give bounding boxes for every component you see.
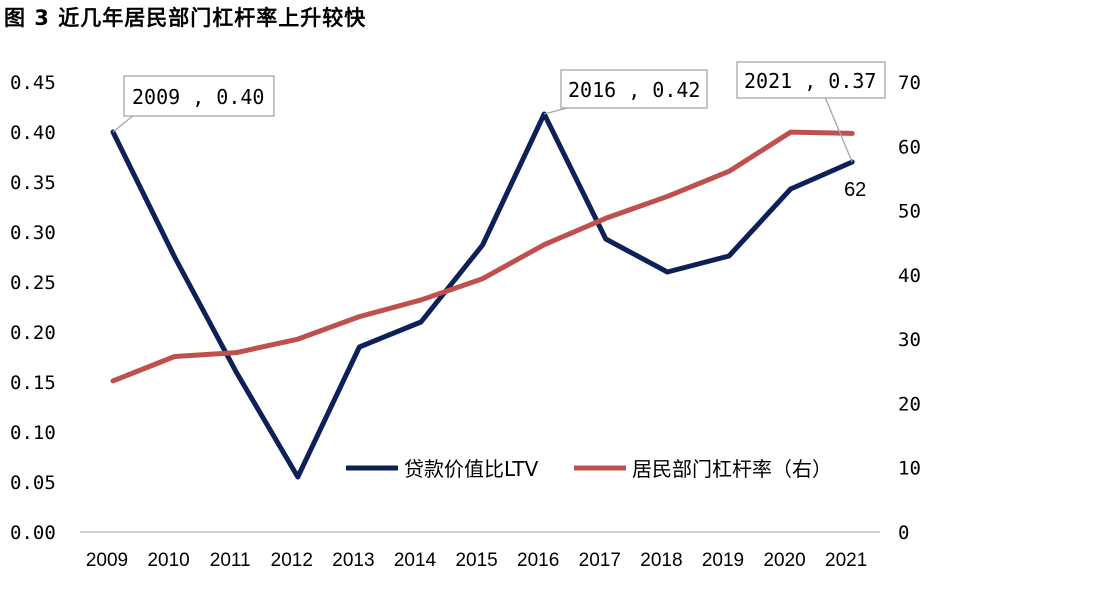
legend-label-ltv: 贷款价值比LTV xyxy=(404,457,539,481)
ltv-series-line xyxy=(110,111,855,480)
left-tick-label: 0.10 xyxy=(10,422,56,444)
callout-label: 2016 , 0.42 xyxy=(568,78,700,102)
right-tick-label: 70 xyxy=(898,72,921,94)
left-tick-label: 0.35 xyxy=(10,172,56,194)
left-tick-label: 0.00 xyxy=(10,522,56,544)
leverage-data-point xyxy=(297,338,299,340)
x-tick-label: 2014 xyxy=(394,550,437,571)
ltv-data-point xyxy=(174,256,176,258)
ltv-data-point xyxy=(666,271,668,273)
callout-leader xyxy=(824,96,853,163)
x-tick-label: 2011 xyxy=(210,550,251,571)
right-tick-label: 50 xyxy=(898,201,921,223)
x-tick-label: 2018 xyxy=(640,550,682,571)
x-tick-label: 2009 xyxy=(86,550,128,571)
callout-leader xyxy=(112,114,135,133)
leverage-data-point xyxy=(728,170,730,172)
callout-label: 2021 , 0.37 xyxy=(744,69,876,93)
left-tick-label: 0.15 xyxy=(10,372,56,394)
legend-label-leverage: 居民部门杠杆率（右） xyxy=(632,457,832,481)
x-tick-label: 2019 xyxy=(702,550,744,571)
callout-box xyxy=(123,75,275,117)
x-tick-label: 2017 xyxy=(579,550,621,571)
leverage-data-point xyxy=(235,352,237,354)
leverage-data-point xyxy=(666,195,668,197)
ltv-data-point xyxy=(790,188,792,190)
ltv-data-point xyxy=(420,321,422,323)
callout-label: 2009 , 0.40 xyxy=(132,85,264,109)
leverage-data-point xyxy=(420,299,422,301)
ltv-data-point xyxy=(235,371,237,373)
left-tick-label: 0.45 xyxy=(10,72,56,94)
leverage-data-point xyxy=(358,316,360,318)
ltv-data-point xyxy=(358,346,360,348)
leverage-series-line xyxy=(110,129,855,384)
leverage-data-point xyxy=(851,132,853,134)
x-tick-label: 2016 xyxy=(517,550,559,571)
left-tick-label: 0.25 xyxy=(10,272,56,294)
callout-box xyxy=(736,61,886,99)
callout-box xyxy=(560,69,708,109)
figure-title: 图 3 近几年居民部门杠杆率上升较快 xyxy=(4,6,367,30)
right-tick-label: 10 xyxy=(898,458,921,480)
leverage-data-point xyxy=(790,131,792,133)
x-tick-label: 2021 xyxy=(825,550,867,571)
leverage-data-point xyxy=(112,380,114,382)
data-label: 62 xyxy=(844,179,866,201)
ltv-data-point xyxy=(297,476,299,478)
leverage-data-point xyxy=(543,244,545,246)
left-tick-label: 0.05 xyxy=(10,472,56,494)
ltv-data-point xyxy=(605,238,607,240)
right-tick-label: 60 xyxy=(898,136,921,158)
leverage-data-point xyxy=(605,217,607,219)
right-tick-label: 20 xyxy=(898,393,921,415)
x-tick-label: 2010 xyxy=(147,550,189,571)
x-tick-label: 2013 xyxy=(332,550,374,571)
x-tick-label: 2012 xyxy=(271,550,313,571)
ltv-data-point xyxy=(482,244,484,246)
left-tick-label: 0.30 xyxy=(10,222,56,244)
leverage-data-point xyxy=(174,356,176,357)
ltv-data-point xyxy=(728,255,730,257)
left-tick-label: 0.20 xyxy=(10,322,56,344)
x-tick-label: 2020 xyxy=(763,550,805,571)
right-tick-label: 40 xyxy=(898,265,921,287)
right-tick-label: 0 xyxy=(898,522,909,544)
leverage-data-point xyxy=(482,278,484,280)
left-tick-label: 0.40 xyxy=(10,122,56,144)
right-tick-label: 30 xyxy=(898,329,921,351)
x-tick-label: 2015 xyxy=(455,550,497,571)
